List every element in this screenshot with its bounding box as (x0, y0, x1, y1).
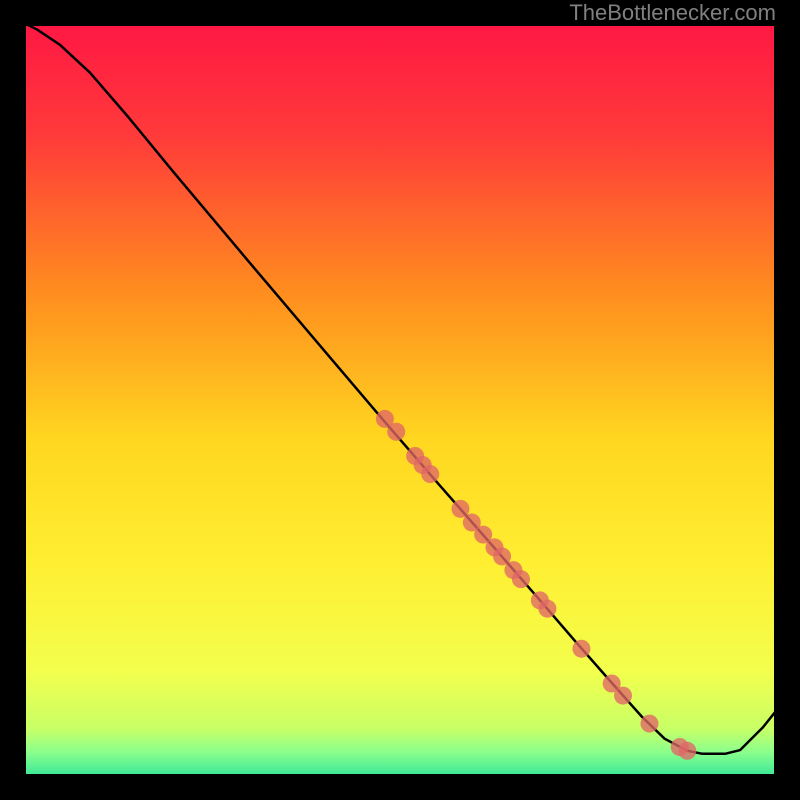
data-marker (614, 687, 632, 705)
data-marker (512, 570, 530, 588)
data-marker (572, 640, 590, 658)
watermark-text: TheBottlenecker.com (569, 0, 776, 26)
chart-svg (22, 22, 778, 778)
data-marker (387, 423, 405, 441)
data-marker (640, 715, 658, 733)
chart-frame: TheBottlenecker.com (0, 0, 800, 800)
plot-area (22, 22, 778, 778)
gradient-background (22, 22, 778, 778)
data-marker (538, 600, 556, 618)
data-marker (678, 742, 696, 760)
data-marker (421, 465, 439, 483)
